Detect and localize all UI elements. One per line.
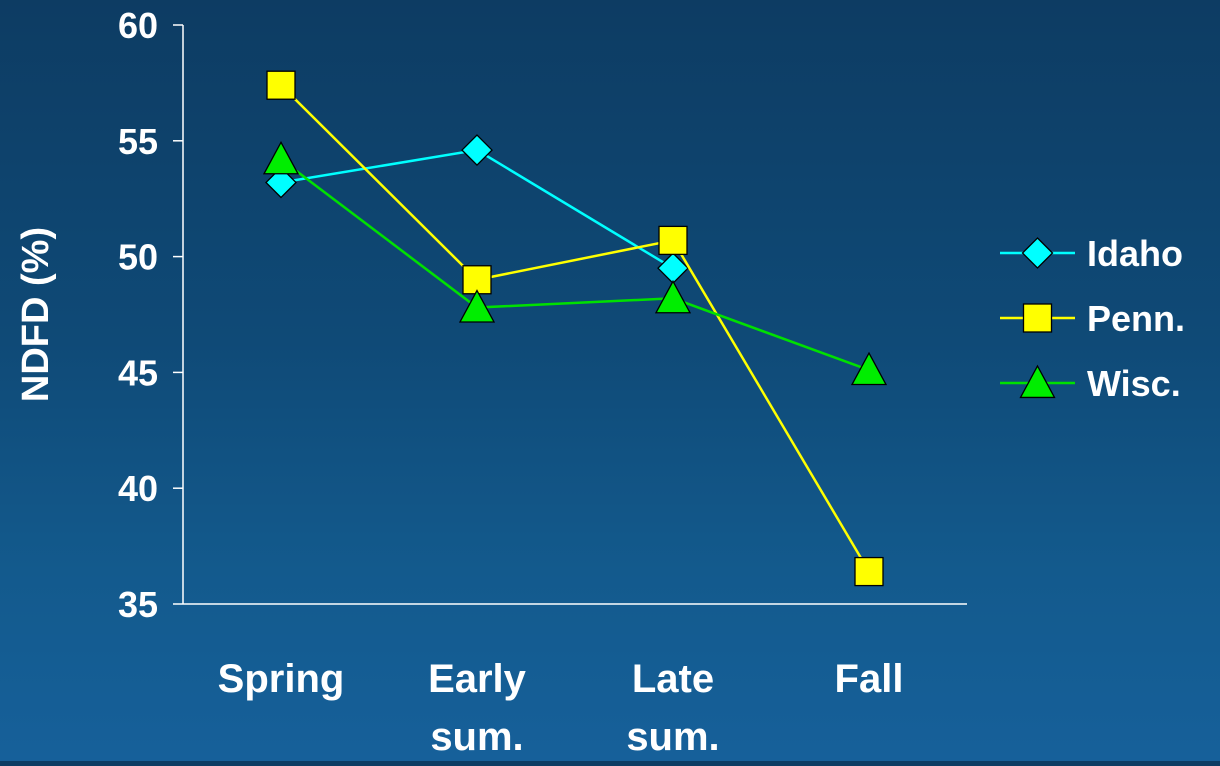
series-line <box>280 158 870 372</box>
data-point <box>850 351 888 386</box>
legend-label: Penn. <box>1087 298 1185 339</box>
x-tick-label: Early sum. <box>428 657 527 759</box>
series-idaho <box>265 134 689 285</box>
x-tick-label-line: sum. <box>430 715 523 759</box>
legend-entry: Penn. <box>1000 298 1185 339</box>
x-tick-label-line: Spring <box>218 657 345 701</box>
legend-marker <box>1019 364 1056 399</box>
y-tick-label: 55 <box>118 121 158 162</box>
y-axis-title: NDFD (%) <box>15 227 57 402</box>
data-point <box>658 225 688 256</box>
legend-entry: Idaho <box>1000 233 1183 274</box>
data-point <box>461 134 493 166</box>
x-tick-label-line: Fall <box>835 657 904 701</box>
legend: Idaho Penn. Wisc. <box>1000 233 1185 404</box>
series-wisc <box>262 140 888 386</box>
data-point <box>266 70 296 100</box>
x-tick-label-line: Late <box>632 657 714 701</box>
legend-label: Idaho <box>1087 233 1183 274</box>
y-tick-label: 45 <box>118 352 158 393</box>
y-tick-label: 35 <box>118 584 158 625</box>
x-tick-label-line: Early <box>428 657 527 701</box>
legend-label: Wisc. <box>1087 363 1181 404</box>
y-tick-label: 50 <box>118 237 158 278</box>
data-point <box>854 556 884 587</box>
data-point <box>458 289 496 323</box>
axes: 35 40 45 50 55 60 NDFD (%) Spring Early sum. Late s… <box>15 5 967 759</box>
x-tick-label-line: sum. <box>626 715 719 759</box>
data-point <box>262 140 300 175</box>
legend-marker <box>1022 303 1053 333</box>
series-layer <box>262 70 888 587</box>
x-tick-label: Late sum. <box>626 657 719 759</box>
x-tick-label: Spring <box>218 657 345 701</box>
data-point <box>265 166 297 199</box>
x-tick-label: Fall <box>835 657 904 701</box>
series-line <box>280 84 871 573</box>
y-tick-label: 40 <box>118 468 158 509</box>
legend-marker <box>1021 237 1054 269</box>
series-penn <box>266 70 884 587</box>
data-point <box>654 279 692 314</box>
legend-entry: Wisc. <box>1000 363 1181 404</box>
y-tick-label: 60 <box>118 5 158 46</box>
series-line <box>280 148 674 270</box>
